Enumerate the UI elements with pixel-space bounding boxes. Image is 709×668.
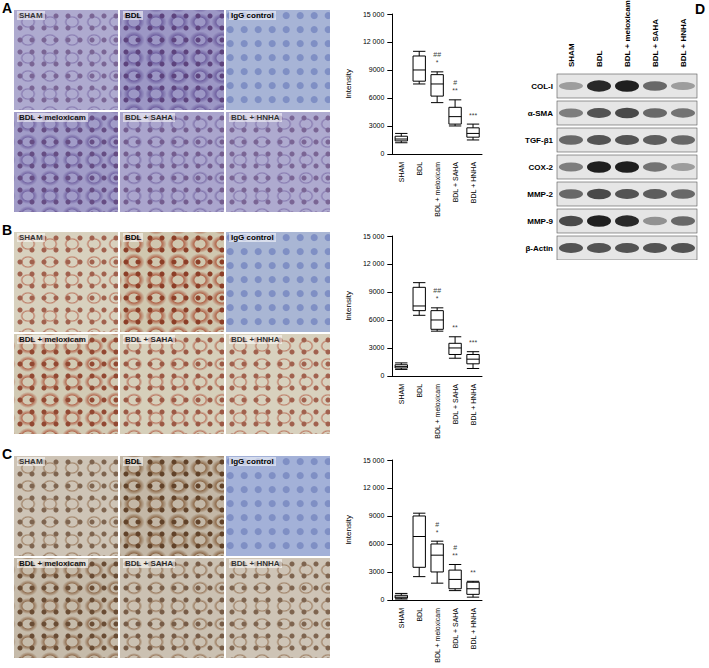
- svg-text:BDL: BDL: [416, 162, 423, 176]
- svg-text:*: *: [436, 295, 439, 302]
- svg-text:BDL + HNHA: BDL + HNHA: [470, 384, 477, 426]
- html-text:BDL + HNHA: BDL + HNHA: [231, 559, 280, 568]
- svg-text:D: D: [695, 1, 705, 17]
- svg-text:BDL + HNHA: BDL + HNHA: [679, 18, 688, 67]
- html-text:BDL + meloxicam: BDL + meloxicam: [19, 559, 86, 568]
- svg-text:BDL + SAHA: BDL + SAHA: [452, 608, 459, 649]
- html-text:BDL + SAHA: BDL + SAHA: [125, 113, 174, 122]
- svg-text:SHAM: SHAM: [398, 162, 405, 182]
- svg-text:**: **: [452, 87, 458, 94]
- svg-text:COL-I: COL-I: [531, 82, 553, 91]
- svg-text:BDL: BDL: [416, 384, 423, 398]
- svg-text:BDL + HNHA: BDL + HNHA: [470, 608, 477, 650]
- svg-text:9000: 9000: [369, 288, 385, 295]
- svg-text:BDL + SAHA: BDL + SAHA: [452, 162, 459, 203]
- svg-text:BDL: BDL: [416, 608, 423, 622]
- html-text:SHAM: SHAM: [19, 233, 43, 242]
- html-text:BDL + HNHA: BDL + HNHA: [231, 335, 280, 344]
- svg-text:3000: 3000: [369, 122, 385, 129]
- html-text:C: C: [2, 446, 13, 462]
- svg-text:**: **: [452, 552, 458, 559]
- html-text:BDL + SAHA: BDL + SAHA: [125, 335, 174, 344]
- html-text:BDL: BDL: [125, 233, 142, 242]
- svg-text:SHAM: SHAM: [398, 608, 405, 628]
- html-text:BDL: BDL: [125, 11, 142, 20]
- html-text:BDL: BDL: [125, 457, 142, 466]
- svg-text:BDL + meloxicam: BDL + meloxicam: [623, 0, 632, 67]
- svg-text:15 000: 15 000: [363, 233, 385, 240]
- svg-text:#: #: [435, 521, 439, 528]
- html-text:IgG control: IgG control: [231, 233, 274, 242]
- svg-text:Intensity: Intensity: [344, 291, 353, 321]
- svg-text:##: ##: [433, 51, 441, 58]
- svg-text:6000: 6000: [369, 94, 385, 101]
- html-text:BDL + HNHA: BDL + HNHA: [231, 113, 280, 122]
- svg-text:*: *: [436, 529, 439, 536]
- svg-text:0: 0: [380, 150, 384, 157]
- svg-text:9000: 9000: [369, 66, 385, 73]
- svg-text:**: **: [470, 569, 476, 576]
- svg-text:SHAM: SHAM: [567, 43, 576, 67]
- html-text:A: A: [2, 0, 13, 16]
- svg-text:β-Actin: β-Actin: [525, 244, 553, 253]
- svg-text:12 000: 12 000: [363, 260, 385, 267]
- svg-text:6000: 6000: [369, 316, 385, 323]
- svg-text:BDL: BDL: [595, 50, 604, 67]
- html-text:BDL + SAHA: BDL + SAHA: [125, 559, 174, 568]
- svg-text:0: 0: [380, 372, 384, 379]
- svg-text:BDL + HNHA: BDL + HNHA: [470, 162, 477, 204]
- svg-text:#: #: [453, 544, 457, 551]
- svg-text:BDL + SAHA: BDL + SAHA: [452, 384, 459, 425]
- html-text:IgG control: IgG control: [231, 11, 274, 20]
- svg-text:9000: 9000: [369, 512, 385, 519]
- svg-text:Intensity: Intensity: [344, 69, 353, 99]
- svg-text:SHAM: SHAM: [398, 384, 405, 404]
- svg-text:15 000: 15 000: [363, 11, 385, 18]
- svg-text:0: 0: [380, 596, 384, 603]
- html-text:BDL + meloxicam: BDL + meloxicam: [19, 335, 86, 344]
- html-text:B: B: [2, 222, 13, 238]
- svg-text:BDL + meloxicam: BDL + meloxicam: [434, 384, 441, 439]
- svg-text:BDL + meloxicam: BDL + meloxicam: [434, 608, 441, 663]
- svg-text:##: ##: [433, 287, 441, 294]
- svg-text:15 000: 15 000: [363, 457, 385, 464]
- html-text:SHAM: SHAM: [19, 457, 43, 466]
- svg-text:***: ***: [469, 339, 477, 346]
- svg-text:12 000: 12 000: [363, 484, 385, 491]
- svg-text:BDL + SAHA: BDL + SAHA: [651, 19, 660, 67]
- svg-text:COX-2: COX-2: [529, 163, 554, 172]
- svg-text:BDL + meloxicam: BDL + meloxicam: [434, 162, 441, 217]
- svg-text:*: *: [436, 59, 439, 66]
- svg-text:#: #: [453, 79, 457, 86]
- svg-text:α-SMA: α-SMA: [528, 109, 554, 118]
- html-text:SHAM: SHAM: [19, 11, 43, 20]
- svg-text:6000: 6000: [369, 540, 385, 547]
- svg-text:MMP-9: MMP-9: [527, 217, 553, 226]
- svg-text:3000: 3000: [369, 568, 385, 575]
- svg-text:**: **: [452, 324, 458, 331]
- svg-text:12 000: 12 000: [363, 38, 385, 45]
- svg-text:3000: 3000: [369, 344, 385, 351]
- html-text:BDL + meloxicam: BDL + meloxicam: [19, 113, 86, 122]
- svg-text:MMP-2: MMP-2: [527, 190, 553, 199]
- svg-text:***: ***: [469, 112, 477, 119]
- svg-text:Intensity: Intensity: [344, 515, 353, 545]
- html-text:IgG control: IgG control: [231, 457, 274, 466]
- svg-text:TGF-β1: TGF-β1: [525, 136, 554, 145]
